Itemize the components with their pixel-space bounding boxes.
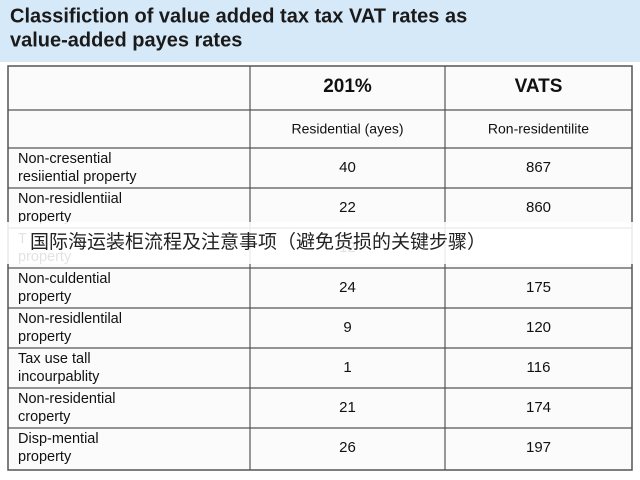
row-label: property [18, 289, 72, 305]
cell-value: 197 [526, 439, 551, 456]
row-label: Non-culdential [18, 271, 111, 287]
row-label: property [18, 209, 72, 225]
cell-value: 860 [526, 199, 551, 216]
cell-value: 174 [526, 399, 551, 416]
row-label: incourpablity [18, 369, 100, 385]
title-line: Classifiction of value added tax tax VAT… [10, 5, 467, 27]
cell-value: 120 [526, 319, 551, 336]
banner-text: 国际海运装柜流程及注意事项（避免货损的关键步骤） [30, 231, 486, 253]
cell-value: 40 [339, 159, 356, 176]
row-label: Non-cresential [18, 151, 112, 167]
column-header: 201% [323, 76, 372, 97]
column-header: VATS [515, 76, 563, 97]
row-label: Disp-mential [18, 431, 99, 447]
cell-value: 26 [339, 439, 356, 456]
cell-value: 175 [526, 279, 551, 296]
sub-header: Ron-residentilite [488, 121, 589, 137]
cell-value: 21 [339, 399, 356, 416]
cell-value: 9 [343, 319, 351, 336]
cell-value: 22 [339, 199, 356, 216]
row-label: Non-residlentilal [18, 311, 122, 327]
cell-value: 24 [339, 279, 356, 296]
banner-band [0, 222, 640, 264]
row-label: Non-residential [18, 391, 116, 407]
row-label: resiiential property [18, 169, 137, 185]
sub-header: Residential (ayes) [291, 121, 403, 137]
row-label: croperty [18, 409, 71, 425]
cell-value: 867 [526, 159, 551, 176]
title-band [0, 0, 640, 62]
row-label: Non-residlentiial [18, 191, 122, 207]
row-label: property [18, 449, 72, 465]
cell-value: 1 [343, 359, 351, 376]
row-label: Tax use tall [18, 351, 91, 367]
row-label: property [18, 329, 72, 345]
title-line: value-added payes rates [10, 29, 242, 51]
cell-value: 116 [527, 359, 551, 376]
